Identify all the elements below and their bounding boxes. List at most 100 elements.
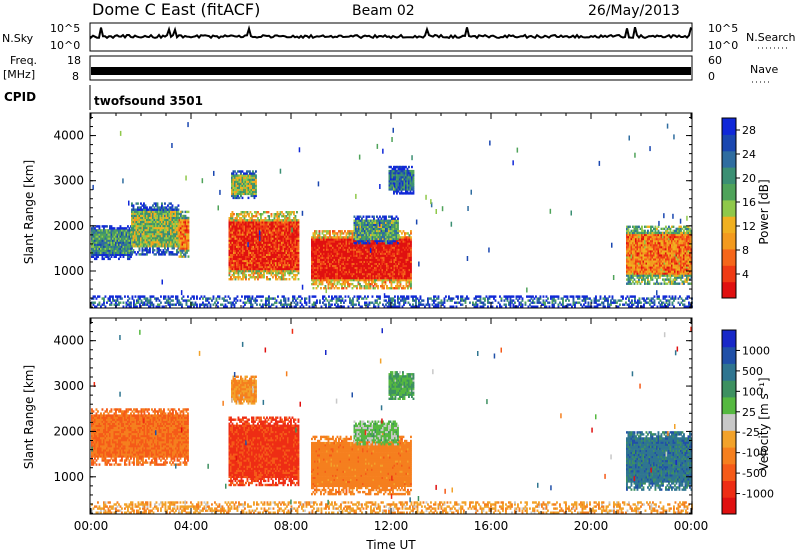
heatmap-cell <box>228 243 231 246</box>
heatmap-cell <box>132 251 135 254</box>
heatmap-cell <box>228 263 231 267</box>
heatmap-cell <box>173 238 175 242</box>
heatmap-cell <box>176 251 178 254</box>
heatmap-cell <box>410 236 412 239</box>
heatmap-cell <box>118 231 120 234</box>
heatmap-cell <box>140 220 142 224</box>
heatmap-cell <box>249 249 252 252</box>
heatmap-cell <box>155 234 157 238</box>
heatmap-cell <box>150 218 153 221</box>
heatmap-cell <box>173 210 175 213</box>
heatmap-cell <box>279 255 282 258</box>
heatmap-cell <box>284 221 286 224</box>
heatmap-cell <box>135 243 138 246</box>
heatmap-cell <box>242 229 244 232</box>
heatmap-cell <box>181 241 184 244</box>
heatmap-cell <box>258 243 261 246</box>
heatmap-cell <box>147 243 150 246</box>
heatmap-cell <box>149 222 151 226</box>
heatmap-cell <box>242 227 244 230</box>
heatmap-cell <box>101 235 104 238</box>
heatmap-cell <box>273 253 276 256</box>
heatmap-cell <box>159 238 162 242</box>
heatmap-cell <box>267 241 270 244</box>
heatmap-cell <box>249 219 252 222</box>
heatmap-cell <box>251 269 253 273</box>
heatmap-cell <box>236 221 238 224</box>
heatmap-cell <box>240 249 243 252</box>
heatmap-cell <box>110 239 113 242</box>
heatmap-cell <box>184 229 187 232</box>
heatmap-cell <box>183 224 185 228</box>
heatmap-cell <box>176 210 178 213</box>
heatmap-cell <box>156 224 159 228</box>
heatmap-cell <box>104 229 107 232</box>
heatmap-cell <box>243 271 246 275</box>
heatmap-cell <box>272 229 274 232</box>
heatmap-cell <box>95 253 98 256</box>
heatmap-cell <box>282 221 285 224</box>
heatmap-cell <box>237 253 240 256</box>
heatmap-cell <box>141 220 144 224</box>
heatmap-cell <box>243 217 246 220</box>
heatmap-cell <box>161 202 163 205</box>
heatmap-cell <box>239 225 241 228</box>
heatmap-cell <box>245 259 247 263</box>
heatmap-cell <box>282 278 285 281</box>
heatmap-cell <box>233 213 235 216</box>
heatmap-cell <box>119 255 122 258</box>
heatmap-cell <box>124 241 126 244</box>
heatmap-cell <box>285 269 288 273</box>
heatmap-cell <box>243 255 246 258</box>
heatmap-cell <box>127 245 129 248</box>
heatmap-cell <box>273 225 276 228</box>
heatmap-cell <box>178 243 181 246</box>
heatmap-cell <box>128 227 131 230</box>
heatmap-cell <box>116 229 119 232</box>
heatmap-cell <box>155 222 157 226</box>
heatmap-cell <box>156 241 159 244</box>
heatmap-cell <box>228 225 231 228</box>
heatmap-cell <box>150 241 153 244</box>
heatmap-cell <box>254 276 256 279</box>
heatmap-cell <box>279 241 282 244</box>
heatmap-cell <box>231 223 234 226</box>
heatmap-cell <box>239 263 241 267</box>
heatmap-cell <box>261 233 264 236</box>
heatmap-cell <box>184 249 187 252</box>
heatmap-cell <box>245 231 247 234</box>
heatmap-cell <box>138 241 141 244</box>
heatmap-cell <box>261 247 264 250</box>
heatmap-cell <box>167 238 169 242</box>
heatmap-cell <box>230 245 232 248</box>
heatmap-cell <box>284 271 286 275</box>
heatmap-cell <box>279 278 282 281</box>
heatmap-cell <box>237 227 240 230</box>
heatmap-cell <box>153 224 156 228</box>
heatmap-cell <box>143 204 145 207</box>
heatmap-cell <box>267 278 270 281</box>
heatmap-cell <box>234 239 237 242</box>
heatmap-cell <box>284 278 286 281</box>
heatmap-cell <box>144 232 147 236</box>
heatmap-cell <box>281 267 283 271</box>
heatmap-cell <box>164 243 166 246</box>
heatmap-cell <box>270 245 273 248</box>
heatmap-cell <box>94 257 96 261</box>
heatmap-cell <box>134 222 136 226</box>
heatmap-cell <box>234 237 237 240</box>
heatmap-cell <box>285 257 288 261</box>
heatmap-cell <box>153 238 156 242</box>
heatmap-cell <box>272 225 274 228</box>
heatmap-cell <box>276 261 279 265</box>
heatmap-cell <box>257 233 259 236</box>
heatmap-cell <box>273 241 276 244</box>
heatmap-cell <box>176 222 178 226</box>
heatmap-cell <box>98 241 101 244</box>
heatmap-cell <box>162 249 165 252</box>
heatmap-cell <box>138 236 141 240</box>
cpid-panel: CPID twofsound 3501 <box>4 85 203 110</box>
heatmap-cell <box>101 251 104 254</box>
heatmap-cell <box>94 239 96 242</box>
heatmap-cell <box>255 215 258 218</box>
